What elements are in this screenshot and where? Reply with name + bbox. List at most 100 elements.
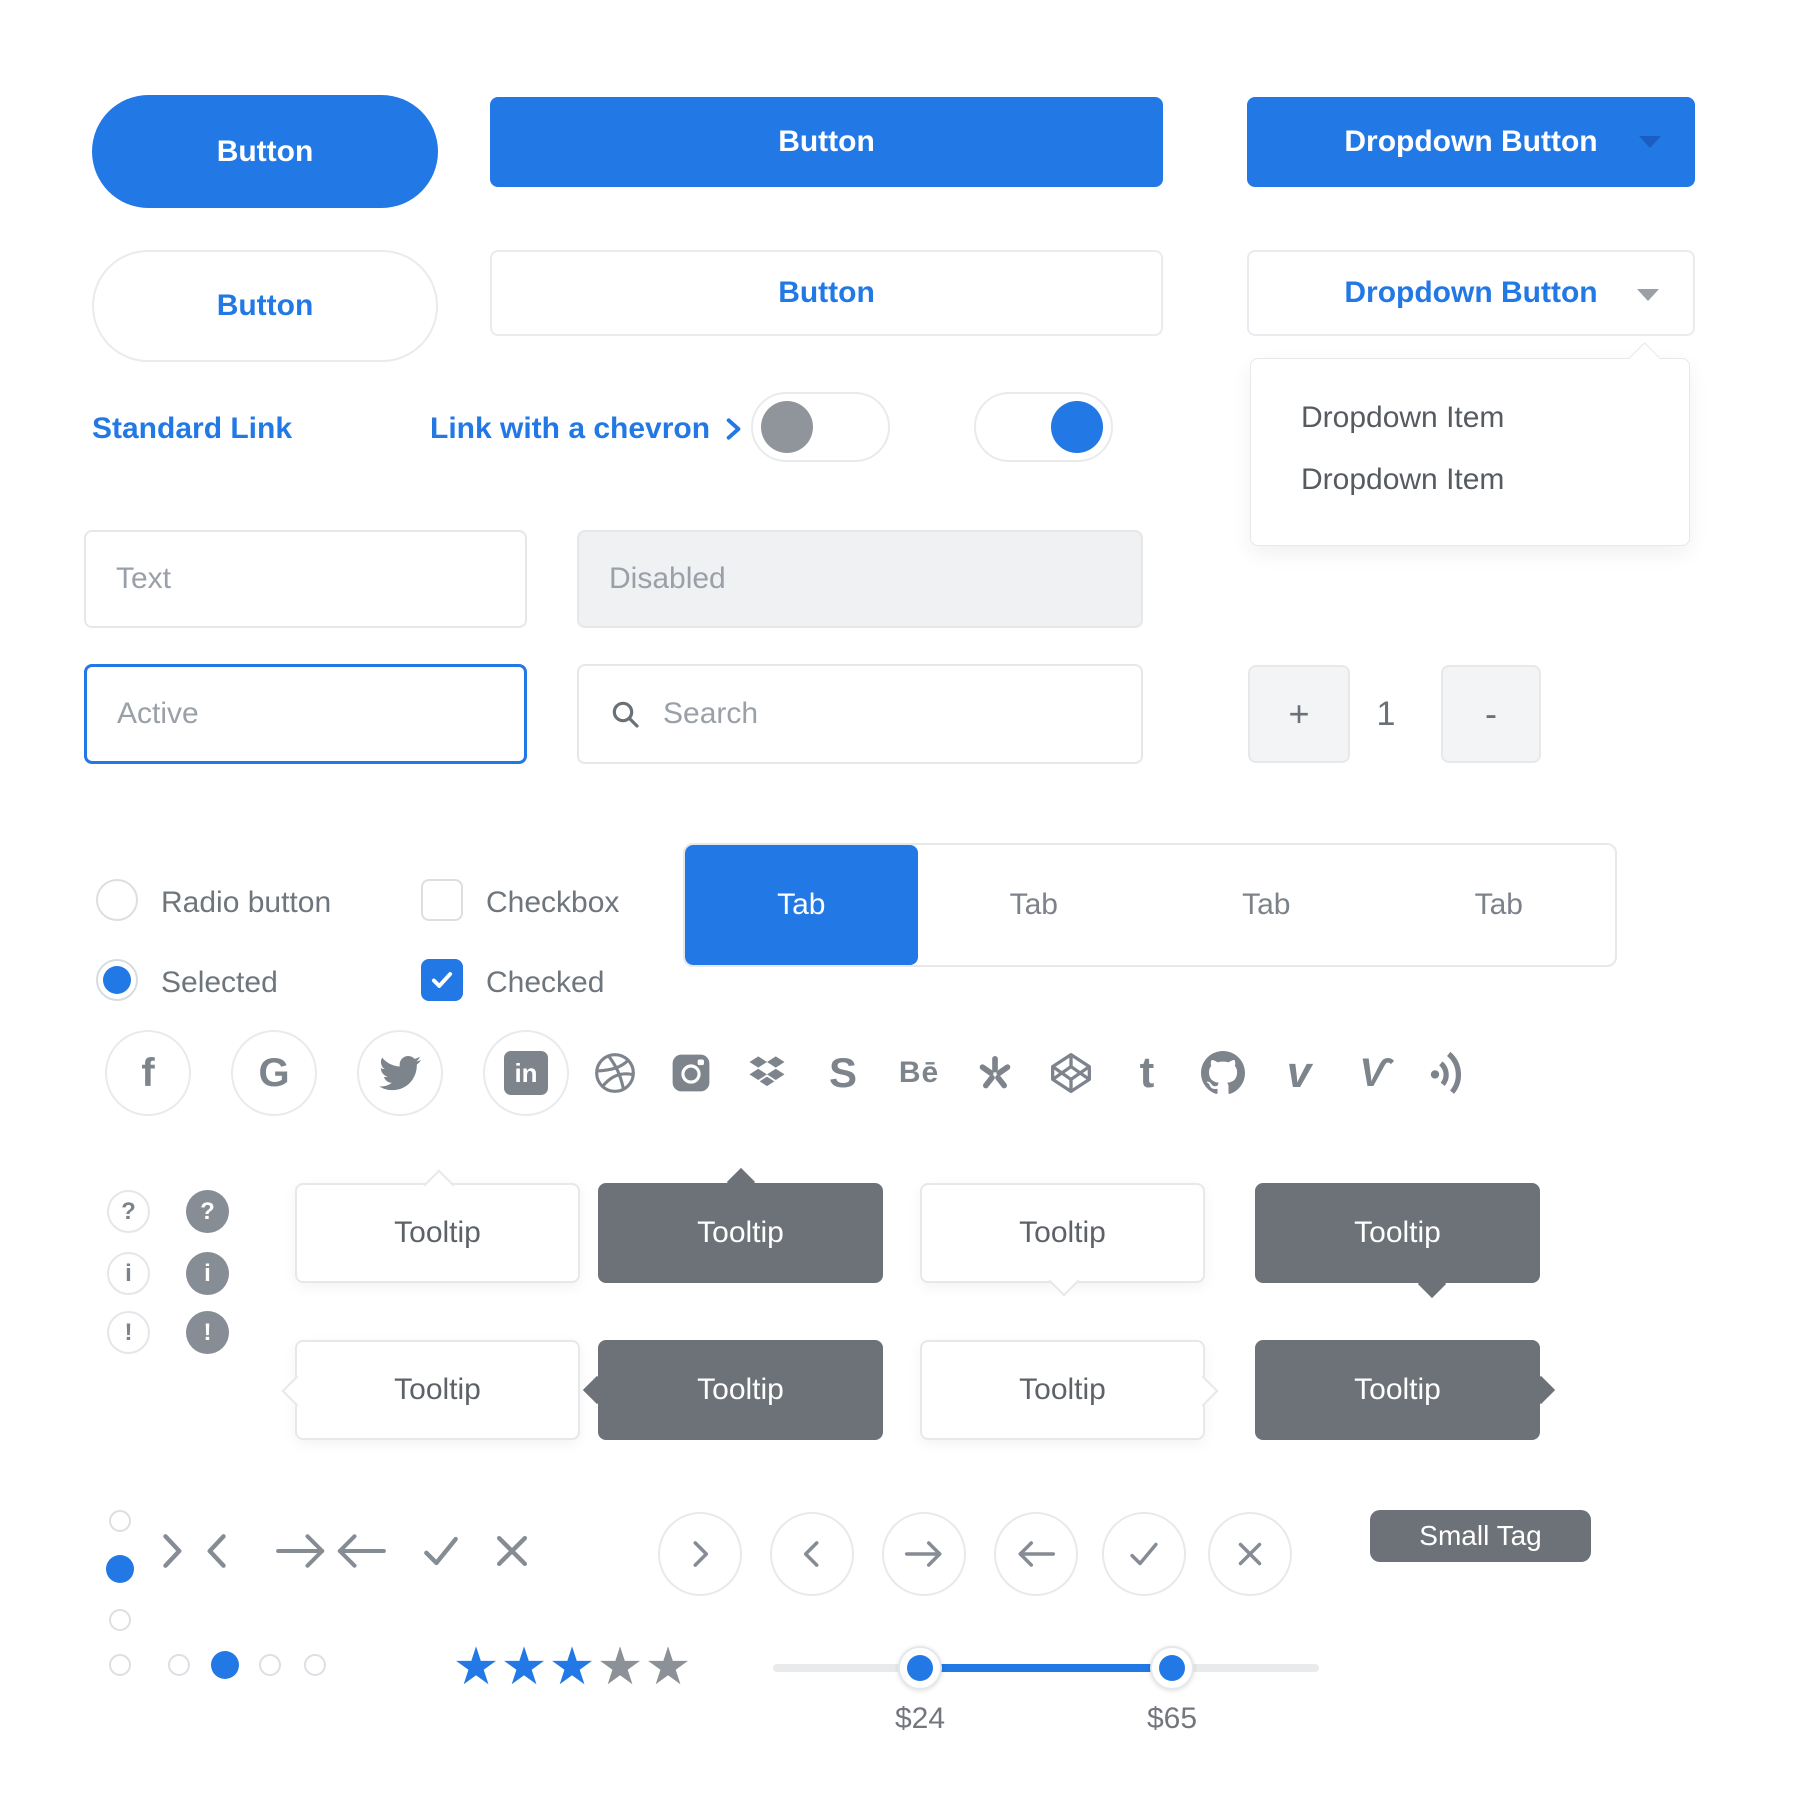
toggle-on[interactable] bbox=[974, 392, 1113, 462]
google-button[interactable]: G bbox=[231, 1030, 317, 1116]
star-empty-icon[interactable]: ★ bbox=[596, 1638, 644, 1696]
chevron-right-button[interactable] bbox=[149, 1529, 193, 1573]
question-outline-button[interactable]: ? bbox=[107, 1190, 150, 1233]
star-filled-icon[interactable]: ★ bbox=[548, 1638, 596, 1696]
dropdown-menu-item[interactable]: Dropdown Item bbox=[1251, 449, 1689, 511]
behance-button[interactable]: Bē bbox=[896, 1050, 942, 1096]
arrow-left-button[interactable] bbox=[330, 1529, 390, 1573]
toggle-off[interactable] bbox=[751, 392, 890, 462]
star-empty-icon[interactable]: ★ bbox=[644, 1638, 692, 1696]
check-circle-button[interactable] bbox=[1102, 1512, 1186, 1596]
tab-3[interactable]: Tab bbox=[1150, 845, 1383, 965]
tab-4-label: Tab bbox=[1474, 888, 1523, 921]
check-icon bbox=[431, 972, 453, 988]
question-icon: ? bbox=[121, 1197, 136, 1225]
page-dot-active[interactable] bbox=[211, 1651, 239, 1679]
codepen-button[interactable] bbox=[1048, 1050, 1094, 1096]
disabled-input bbox=[577, 530, 1143, 628]
facebook-button[interactable]: f bbox=[105, 1030, 191, 1116]
radio-button-selected[interactable] bbox=[96, 959, 138, 1001]
chevron-right-circle-button[interactable] bbox=[658, 1512, 742, 1596]
small-tag[interactable]: Small Tag bbox=[1370, 1510, 1591, 1562]
text-input[interactable] bbox=[84, 530, 527, 628]
page-dot[interactable] bbox=[109, 1510, 131, 1532]
stepper-decrease-button[interactable]: - bbox=[1441, 665, 1541, 763]
tooltip-arrow-down bbox=[1047, 1265, 1080, 1297]
dropbox-button[interactable] bbox=[744, 1050, 790, 1096]
tab-1[interactable]: Tab bbox=[685, 845, 918, 965]
info-outline-button[interactable]: i bbox=[107, 1252, 150, 1295]
checkbox-unchecked[interactable] bbox=[421, 879, 463, 921]
dropdown-button-outline-label: Dropdown Button bbox=[1344, 276, 1598, 309]
rect-button-outline[interactable]: Button bbox=[490, 250, 1163, 336]
tooltip-arrow-down bbox=[1417, 1269, 1446, 1299]
instagram-button[interactable] bbox=[668, 1050, 714, 1096]
tooltip-white-left: Tooltip bbox=[281, 1340, 580, 1440]
chevron-right-icon bbox=[726, 418, 741, 440]
search-input-wrap bbox=[577, 664, 1143, 764]
rect-button-primary[interactable]: Button bbox=[490, 97, 1163, 187]
stepper-increase-button[interactable]: + bbox=[1248, 665, 1350, 763]
dropdown-menu-item[interactable]: Dropdown Item bbox=[1251, 387, 1689, 449]
yelp-button[interactable] bbox=[972, 1050, 1018, 1096]
alert-outline-button[interactable]: ! bbox=[107, 1311, 150, 1354]
tab-3-label: Tab bbox=[1242, 888, 1291, 921]
tooltip-text: Tooltip bbox=[697, 1373, 784, 1406]
info-filled-button[interactable]: i bbox=[186, 1252, 229, 1295]
slider-handle-min[interactable] bbox=[898, 1646, 942, 1690]
tumblr-button[interactable]: t bbox=[1124, 1048, 1170, 1097]
github-button[interactable] bbox=[1200, 1050, 1246, 1096]
skype-button[interactable]: S bbox=[820, 1049, 866, 1096]
linkedin-button[interactable]: in bbox=[483, 1030, 569, 1116]
star-filled-icon[interactable]: ★ bbox=[452, 1638, 500, 1696]
chevron-left-button[interactable] bbox=[196, 1529, 240, 1573]
dropdown-button-outline[interactable]: Dropdown Button bbox=[1247, 250, 1695, 336]
page-dot-active[interactable] bbox=[106, 1555, 134, 1583]
alert-icon: ! bbox=[124, 1318, 133, 1346]
pill-button-outline[interactable]: Button bbox=[92, 250, 438, 362]
question-filled-button[interactable]: ? bbox=[186, 1190, 229, 1233]
tab-4[interactable]: Tab bbox=[1383, 845, 1616, 965]
chevron-left-circle-button[interactable] bbox=[770, 1512, 854, 1596]
tab-2[interactable]: Tab bbox=[918, 845, 1151, 965]
radio-selected-dot bbox=[103, 966, 131, 994]
page-dot[interactable] bbox=[259, 1654, 281, 1676]
radio-button-unselected[interactable] bbox=[96, 879, 138, 921]
page-dot[interactable] bbox=[168, 1654, 190, 1676]
small-tag-label: Small Tag bbox=[1419, 1520, 1542, 1551]
star-filled-icon[interactable]: ★ bbox=[500, 1638, 548, 1696]
close-circle-button[interactable] bbox=[1208, 1512, 1292, 1596]
checkbox-checked[interactable] bbox=[421, 959, 463, 1001]
slider-range bbox=[920, 1664, 1172, 1672]
rss-button[interactable] bbox=[1428, 1050, 1474, 1096]
twitter-button[interactable] bbox=[357, 1030, 443, 1116]
page-dot[interactable] bbox=[109, 1609, 131, 1631]
arrow-right-button[interactable] bbox=[272, 1529, 332, 1573]
check-icon bbox=[424, 1536, 458, 1566]
vimeo-button[interactable]: v bbox=[1276, 1048, 1322, 1097]
dropdown-button-primary-label: Dropdown Button bbox=[1344, 125, 1598, 158]
dropdown-button-primary[interactable]: Dropdown Button bbox=[1247, 97, 1695, 187]
standard-link[interactable]: Standard Link bbox=[92, 412, 292, 446]
plus-icon: + bbox=[1288, 693, 1310, 734]
chevron-link[interactable]: Link with a chevron bbox=[430, 412, 746, 446]
slider-handle-dot bbox=[1159, 1655, 1185, 1681]
arrow-right-circle-button[interactable] bbox=[882, 1512, 966, 1596]
alert-filled-button[interactable]: ! bbox=[186, 1311, 229, 1354]
vine-button[interactable]: Ѵ bbox=[1352, 1050, 1398, 1096]
pill-button-primary[interactable]: Button bbox=[92, 95, 438, 208]
check-button[interactable] bbox=[419, 1529, 463, 1573]
slider-max-label: $65 bbox=[1146, 1702, 1198, 1735]
active-input[interactable] bbox=[84, 664, 527, 764]
dribbble-button[interactable] bbox=[592, 1050, 638, 1096]
page-dot[interactable] bbox=[304, 1654, 326, 1676]
slider-handle-max[interactable] bbox=[1150, 1646, 1194, 1690]
page-dot[interactable] bbox=[109, 1654, 131, 1676]
search-input[interactable] bbox=[641, 666, 1141, 762]
slider-track[interactable] bbox=[773, 1646, 1319, 1690]
close-button[interactable] bbox=[490, 1529, 534, 1573]
facebook-icon: f bbox=[141, 1050, 155, 1095]
arrow-left-circle-button[interactable] bbox=[994, 1512, 1078, 1596]
standard-link-label: Standard Link bbox=[92, 412, 293, 445]
chevron-down-icon bbox=[1637, 289, 1659, 301]
